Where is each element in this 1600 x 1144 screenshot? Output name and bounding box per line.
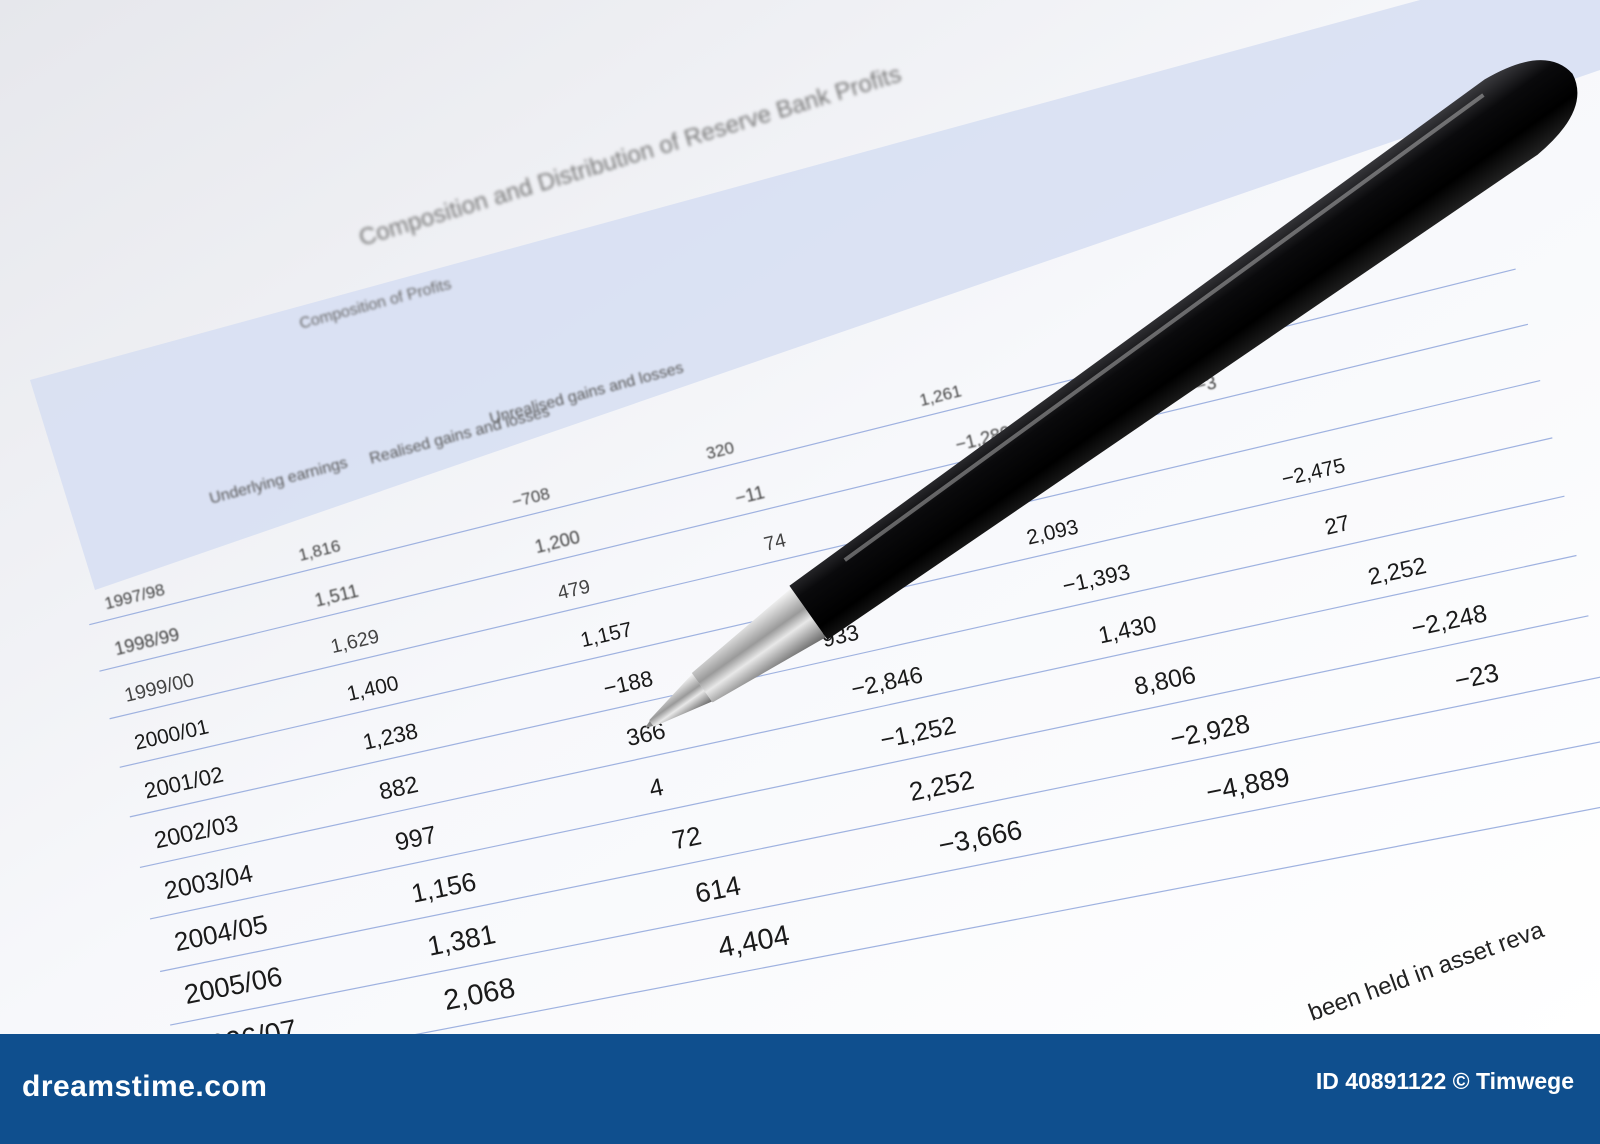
- banner: dreamstime.com ID 40891122 © Timwege: [0, 1034, 1600, 1144]
- brand: dreamstime.com: [22, 1070, 268, 1103]
- table-cell: 27: [1322, 510, 1352, 540]
- table-cell: 72: [669, 820, 703, 855]
- header-band: [30, 0, 1600, 590]
- table-cell: 74: [762, 529, 788, 555]
- pen: [645, 60, 1578, 728]
- row-rule: [149, 615, 1589, 920]
- row-rule: [159, 676, 1600, 973]
- credit: ID 40891122 © Timwege: [1315, 1068, 1574, 1094]
- row-rule: [99, 323, 1529, 672]
- table-cell: 4: [647, 774, 666, 803]
- row-rule: [170, 738, 1600, 1026]
- photo: Composition and Distribution of Reserve …: [0, 0, 1600, 1034]
- row-rule: [109, 380, 1541, 720]
- row-rule: [139, 554, 1577, 868]
- row-rule: [180, 802, 1600, 1034]
- row-rule: [129, 495, 1565, 818]
